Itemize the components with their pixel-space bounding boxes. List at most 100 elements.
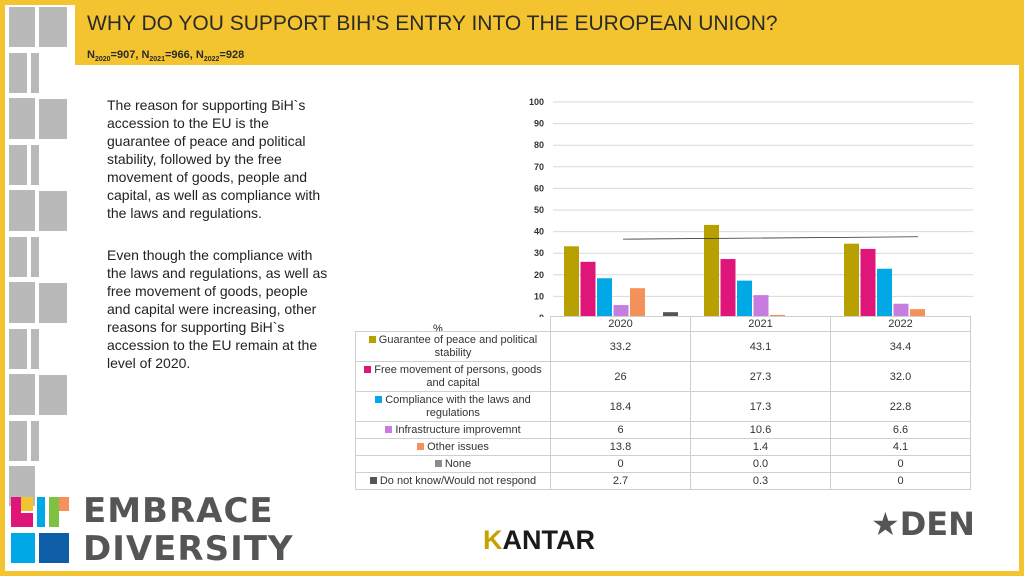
table-row: Guarantee of peace and political stabili…: [355, 331, 971, 362]
sidebar-pattern-row: [9, 191, 71, 231]
y-tick-label: 20: [534, 270, 544, 280]
table-cell: 1.4: [690, 438, 831, 456]
table-row: Free movement of persons, goods and capi…: [355, 361, 971, 392]
legend-label: None: [444, 457, 472, 470]
sample-size-year: 2021: [149, 56, 165, 64]
table-cell: 2.7: [550, 472, 691, 490]
kantar-logo-k: K: [483, 525, 503, 555]
bih-logo: [11, 497, 69, 563]
bar: [663, 312, 678, 317]
sample-size-label: N: [141, 49, 150, 61]
sample-size-value: =966: [164, 49, 190, 61]
table-header-year: 2020: [550, 316, 691, 332]
table-row-label: Free movement of persons, goods and capi…: [355, 361, 551, 392]
table-row: Infrastructure improvemnt 6 10.6 6.6: [355, 421, 971, 439]
table-cell: 0: [830, 455, 971, 473]
table-header-year: 2022: [830, 316, 971, 332]
y-tick-label: 70: [534, 162, 544, 172]
table-header-year: 2021: [690, 316, 831, 332]
table-row-label: Do not know/Would not respond: [355, 472, 551, 490]
y-tick-label: 80: [534, 140, 544, 150]
table-row-label: Guarantee of peace and political stabili…: [355, 331, 551, 362]
bar: [720, 259, 736, 317]
table-row: Other issues 13.8 1.4 4.1: [355, 438, 971, 456]
sample-size-year: 2020: [94, 56, 111, 64]
bar: [737, 280, 752, 317]
y-tick-label: 10: [534, 291, 544, 301]
legend-swatch: [369, 477, 377, 485]
slide: WHY DO YOU SUPPORT BIH'S ENTRY INTO THE …: [5, 5, 1019, 571]
sidebar-pattern-row: [9, 145, 71, 230]
table-cell: 6.6: [830, 421, 971, 439]
table-cell: 32.0: [830, 361, 971, 392]
bar: [630, 288, 645, 317]
bar: [597, 278, 612, 317]
bar: [910, 309, 925, 317]
table-cell: 43.1: [690, 331, 831, 362]
table-cell: 26: [550, 361, 691, 392]
page-title: WHY DO YOU SUPPORT BIH'S ENTRY INTO THE …: [87, 12, 778, 35]
table-row-label: Infrastructure improvemnt: [355, 421, 551, 439]
sidebar-pattern-row: [9, 329, 71, 414]
bar: [770, 314, 785, 317]
summary-paragraph-2: Even though the compliance with the laws…: [107, 247, 328, 371]
sidebar-pattern-row: [9, 421, 71, 506]
header-bar: WHY DO YOU SUPPORT BIH'S ENTRY INTO THE …: [75, 5, 1019, 65]
table-cell: 0.3: [690, 472, 831, 490]
y-tick-label: 40: [534, 227, 544, 237]
table-row: Compliance with the laws and regulations…: [355, 391, 971, 422]
legend-label: Compliance with the laws and regulations: [385, 393, 531, 419]
legend-swatch: [417, 443, 425, 451]
y-tick-label: 90: [534, 119, 544, 129]
table-cell: 34.4: [830, 331, 971, 362]
unit-label: %: [433, 323, 443, 335]
y-tick-label: 30: [534, 248, 544, 258]
table-cell: 4.1: [830, 438, 971, 456]
trendline: [622, 236, 919, 240]
table-cell: 27.3: [690, 361, 831, 392]
table-row: Do not know/Would not respond 2.7 0.3 0: [355, 472, 971, 490]
legend-swatch: [368, 336, 376, 344]
bar: [564, 246, 579, 317]
y-tick-label: 50: [534, 205, 544, 215]
sample-size-year: 2022: [203, 56, 220, 64]
legend-swatch: [385, 426, 393, 434]
bar: [860, 248, 876, 317]
legend-label: Infrastructure improvemnt: [395, 423, 521, 436]
legend-label: Do not know/Would not respond: [379, 474, 537, 487]
bar: [877, 268, 892, 317]
table-corner: [356, 317, 551, 332]
sidebar-pattern-row: [9, 7, 71, 47]
y-tick-label: 60: [534, 183, 544, 193]
legend-label: Free movement of persons, goods and capi…: [374, 363, 542, 389]
table-cell: 33.2: [550, 331, 691, 362]
table-cell: 22.8: [830, 391, 971, 422]
data-table: 2020 2021 2022 Guarantee of peace and po…: [355, 316, 971, 490]
sample-size-label: N: [195, 49, 204, 61]
den-logo-text: DEN: [899, 505, 975, 543]
sample-size: N2020=907, N2021=966, N2022=928: [87, 49, 245, 64]
legend-swatch: [364, 366, 372, 374]
table-row-label: Compliance with the laws and regulations: [355, 391, 551, 422]
bar: [580, 261, 596, 317]
legend-label: Other issues: [427, 440, 489, 453]
legend-swatch: [434, 460, 442, 468]
table-row-label: Other issues: [355, 438, 551, 456]
table-cell: 17.3: [690, 391, 831, 422]
table-row-label: None: [355, 455, 551, 473]
diversity-logo-line: DIVERSITY: [83, 529, 294, 569]
bar: [893, 303, 909, 317]
bar: [753, 295, 769, 317]
sample-size-value: =928: [219, 49, 245, 61]
sidebar-pattern: [5, 5, 73, 506]
table-cell: 6: [550, 421, 691, 439]
legend-swatch: [375, 396, 383, 404]
bar-chart: 0 10 20 30 40 50 60 70 80 90 100: [529, 97, 973, 317]
summary-paragraph-1: The reason for supporting BiH`s accessio…: [107, 97, 321, 221]
bar: [844, 243, 859, 317]
y-tick-label: 100: [529, 97, 544, 107]
sample-size-label: N: [87, 49, 95, 61]
sidebar-pattern-row: [9, 237, 71, 322]
table-cell: 10.6: [690, 421, 831, 439]
sidebar-pattern-row: [9, 375, 71, 415]
